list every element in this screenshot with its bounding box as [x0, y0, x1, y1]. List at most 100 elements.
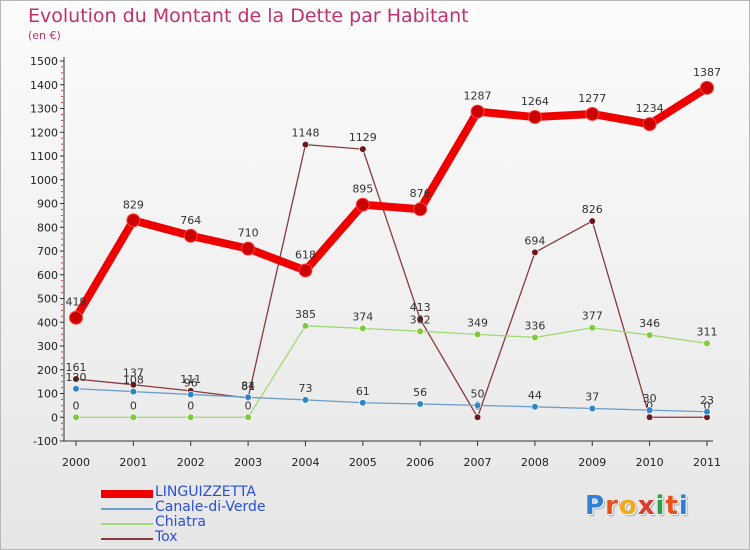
- data-label: 37: [585, 390, 599, 403]
- y-tick-label: 900: [37, 198, 58, 211]
- data-point: [416, 327, 424, 335]
- data-point: [413, 202, 428, 217]
- series-line-tox: [75, 143, 708, 418]
- data-point: [183, 228, 198, 243]
- y-minor-tick: [61, 167, 63, 169]
- y-minor-tick: [61, 78, 63, 80]
- y-tick-label: 1200: [30, 126, 58, 139]
- x-tick-label: 2007: [464, 456, 492, 469]
- y-minor-tick: [61, 220, 63, 222]
- legend-swatch: [101, 490, 153, 498]
- data-label: 108: [123, 374, 144, 387]
- x-tick-label: 2003: [234, 456, 262, 469]
- data-label: 346: [639, 317, 660, 330]
- y-minor-tick: [61, 410, 63, 412]
- data-point: [126, 213, 141, 228]
- logo-letter: x: [637, 491, 656, 521]
- data-label: 385: [295, 308, 316, 321]
- data-point: [703, 408, 711, 416]
- data-point: [473, 330, 482, 338]
- y-tick-label: 300: [37, 340, 58, 353]
- data-label: 0: [73, 399, 80, 412]
- logo-letter: i: [655, 491, 666, 521]
- data-point: [585, 106, 600, 121]
- data-label: 419: [66, 296, 87, 309]
- data-point: [703, 339, 711, 347]
- data-point: [359, 399, 367, 407]
- y-minor-tick: [61, 434, 63, 436]
- y-tick-label: 0: [51, 411, 58, 424]
- data-label: 161: [66, 361, 87, 374]
- y-minor-tick: [61, 102, 63, 104]
- data-label: 1148: [291, 127, 319, 140]
- data-point: [129, 388, 137, 396]
- y-tick-label: 1100: [30, 150, 58, 163]
- y-minor-tick: [61, 262, 63, 264]
- y-minor-tick: [61, 185, 63, 187]
- data-label: 137: [123, 367, 144, 380]
- y-minor-tick: [61, 113, 63, 115]
- data-label: 0: [187, 399, 194, 412]
- legend-label: LINGUIZZETTA: [155, 484, 257, 500]
- data-point: [531, 403, 539, 411]
- y-minor-tick: [61, 428, 63, 430]
- data-point: [588, 217, 596, 225]
- y-minor-tick: [61, 375, 63, 377]
- series-line-linguizzetta: [72, 83, 711, 322]
- x-tick-label: 2011: [693, 456, 721, 469]
- x-tick-label: 2006: [406, 456, 434, 469]
- logo-letter: o: [618, 491, 638, 521]
- y-minor-tick: [61, 238, 63, 240]
- logo-letter: i: [678, 491, 689, 521]
- data-point: [355, 197, 370, 212]
- data-label: 0: [704, 399, 711, 412]
- y-minor-tick: [61, 315, 63, 317]
- data-point: [531, 248, 539, 257]
- data-label: 120: [66, 371, 87, 384]
- data-point: [301, 322, 310, 330]
- y-minor-tick: [61, 214, 63, 216]
- y-minor-tick: [61, 333, 63, 335]
- y-minor-tick: [61, 208, 63, 210]
- data-label: 1287: [464, 90, 492, 103]
- data-label: 30: [643, 392, 657, 405]
- y-minor-tick: [61, 244, 63, 246]
- data-point: [531, 333, 539, 342]
- y-minor-tick: [61, 339, 63, 341]
- y-minor-tick: [61, 197, 63, 199]
- data-point: [244, 393, 252, 401]
- y-minor-tick: [61, 357, 63, 359]
- x-tick-label: 2001: [119, 456, 147, 469]
- y-minor-tick: [61, 137, 63, 139]
- y-tick-label: 1400: [30, 79, 58, 92]
- data-label: 876: [410, 187, 431, 200]
- chart-title: Evolution du Montant de la Dette par Hab…: [28, 5, 469, 27]
- series-line-canale-di-verde: [75, 388, 708, 413]
- data-label: 1234: [636, 102, 664, 115]
- y-tick-label: 600: [37, 269, 58, 282]
- data-label: 311: [697, 325, 718, 338]
- series-line-chiatra: [75, 325, 708, 418]
- data-label: 1387: [693, 66, 721, 79]
- y-minor-tick: [61, 327, 63, 329]
- y-tick-label: 100: [37, 388, 58, 401]
- data-label: 0: [646, 399, 653, 412]
- data-label: 618: [295, 248, 316, 261]
- data-label: 96: [184, 376, 198, 389]
- y-minor-tick: [61, 125, 63, 127]
- y-minor-tick: [61, 143, 63, 145]
- y-minor-tick: [61, 232, 63, 234]
- data-label: 0: [130, 399, 137, 412]
- x-tick-label: 2004: [291, 456, 319, 469]
- logo-letter: P: [585, 491, 606, 521]
- data-label: 694: [524, 234, 545, 247]
- y-minor-tick: [61, 292, 63, 294]
- x-tick-label: 2010: [636, 456, 664, 469]
- data-label: 826: [582, 203, 603, 216]
- data-label: 1277: [578, 92, 606, 105]
- data-label: 1264: [521, 95, 549, 108]
- legend-label: Chiatra: [155, 514, 206, 530]
- y-tick-label: 800: [37, 221, 58, 234]
- data-label: 61: [356, 385, 370, 398]
- y-tick-label: -100: [33, 435, 58, 448]
